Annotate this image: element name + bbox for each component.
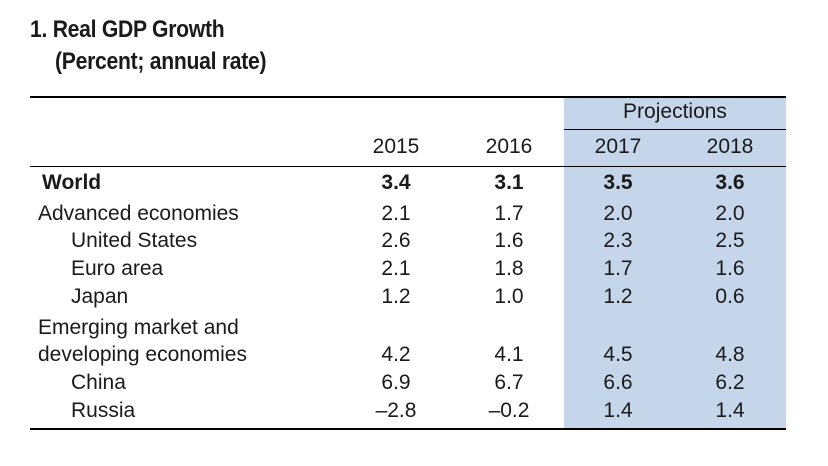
row-label-emerging-market-line1: Emerging market and <box>38 315 239 341</box>
row-label-russia: Russia <box>71 398 135 424</box>
table-cell: –2.8 <box>356 398 436 424</box>
column-header-2016: 2016 <box>469 134 549 160</box>
column-header-2018: 2018 <box>690 134 770 160</box>
table-cell: 2.1 <box>356 201 436 227</box>
projections-rule <box>564 129 786 130</box>
header-rule <box>30 166 786 167</box>
table-cell: 1.7 <box>469 201 549 227</box>
row-label-euro-area: Euro area <box>71 256 163 282</box>
table-cell: 1.2 <box>356 284 436 310</box>
projections-header: Projections <box>564 99 786 125</box>
table-cell: 3.4 <box>356 170 436 196</box>
table-cell: 2.0 <box>578 201 658 227</box>
table-cell: 1.7 <box>578 256 658 282</box>
table-cell: 6.6 <box>578 370 658 396</box>
table-cell: 1.6 <box>469 228 549 254</box>
table-cell: 1.0 <box>469 284 549 310</box>
row-label-china: China <box>71 370 126 396</box>
table-cell: 1.4 <box>690 398 770 424</box>
table-cell: 6.7 <box>469 370 549 396</box>
column-header-2015: 2015 <box>356 134 436 160</box>
column-header-2017: 2017 <box>578 134 658 160</box>
table-bottom-rule <box>30 428 786 430</box>
table-cell: 2.5 <box>690 228 770 254</box>
table-cell: 1.6 <box>690 256 770 282</box>
table-cell: 2.3 <box>578 228 658 254</box>
table-cell: 4.1 <box>469 342 549 368</box>
table-cell: 6.2 <box>690 370 770 396</box>
row-label-united-states: United States <box>71 228 197 254</box>
table-cell: 2.1 <box>356 256 436 282</box>
table-subtitle: (Percent; annual rate) <box>55 48 266 76</box>
table-cell: 6.9 <box>356 370 436 396</box>
row-label-japan: Japan <box>71 284 128 310</box>
table-cell: 4.2 <box>356 342 436 368</box>
table-cell: 3.6 <box>690 170 770 196</box>
table-cell: 3.5 <box>578 170 658 196</box>
table-cell: 2.0 <box>690 201 770 227</box>
table-cell: 0.6 <box>690 284 770 310</box>
table-cell: 1.4 <box>578 398 658 424</box>
table-top-rule <box>30 96 786 98</box>
row-label-world: World <box>42 170 101 196</box>
table-cell: –0.2 <box>469 398 549 424</box>
table-cell: 4.8 <box>690 342 770 368</box>
row-label-developing-economies: developing economies <box>38 342 247 368</box>
table-title: 1. Real GDP Growth <box>30 16 224 44</box>
table-cell: 2.6 <box>356 228 436 254</box>
table-cell: 3.1 <box>469 170 549 196</box>
table-cell: 1.2 <box>578 284 658 310</box>
row-label-advanced-economies: Advanced economies <box>38 201 239 227</box>
table-cell: 1.8 <box>469 256 549 282</box>
table-cell: 4.5 <box>578 342 658 368</box>
